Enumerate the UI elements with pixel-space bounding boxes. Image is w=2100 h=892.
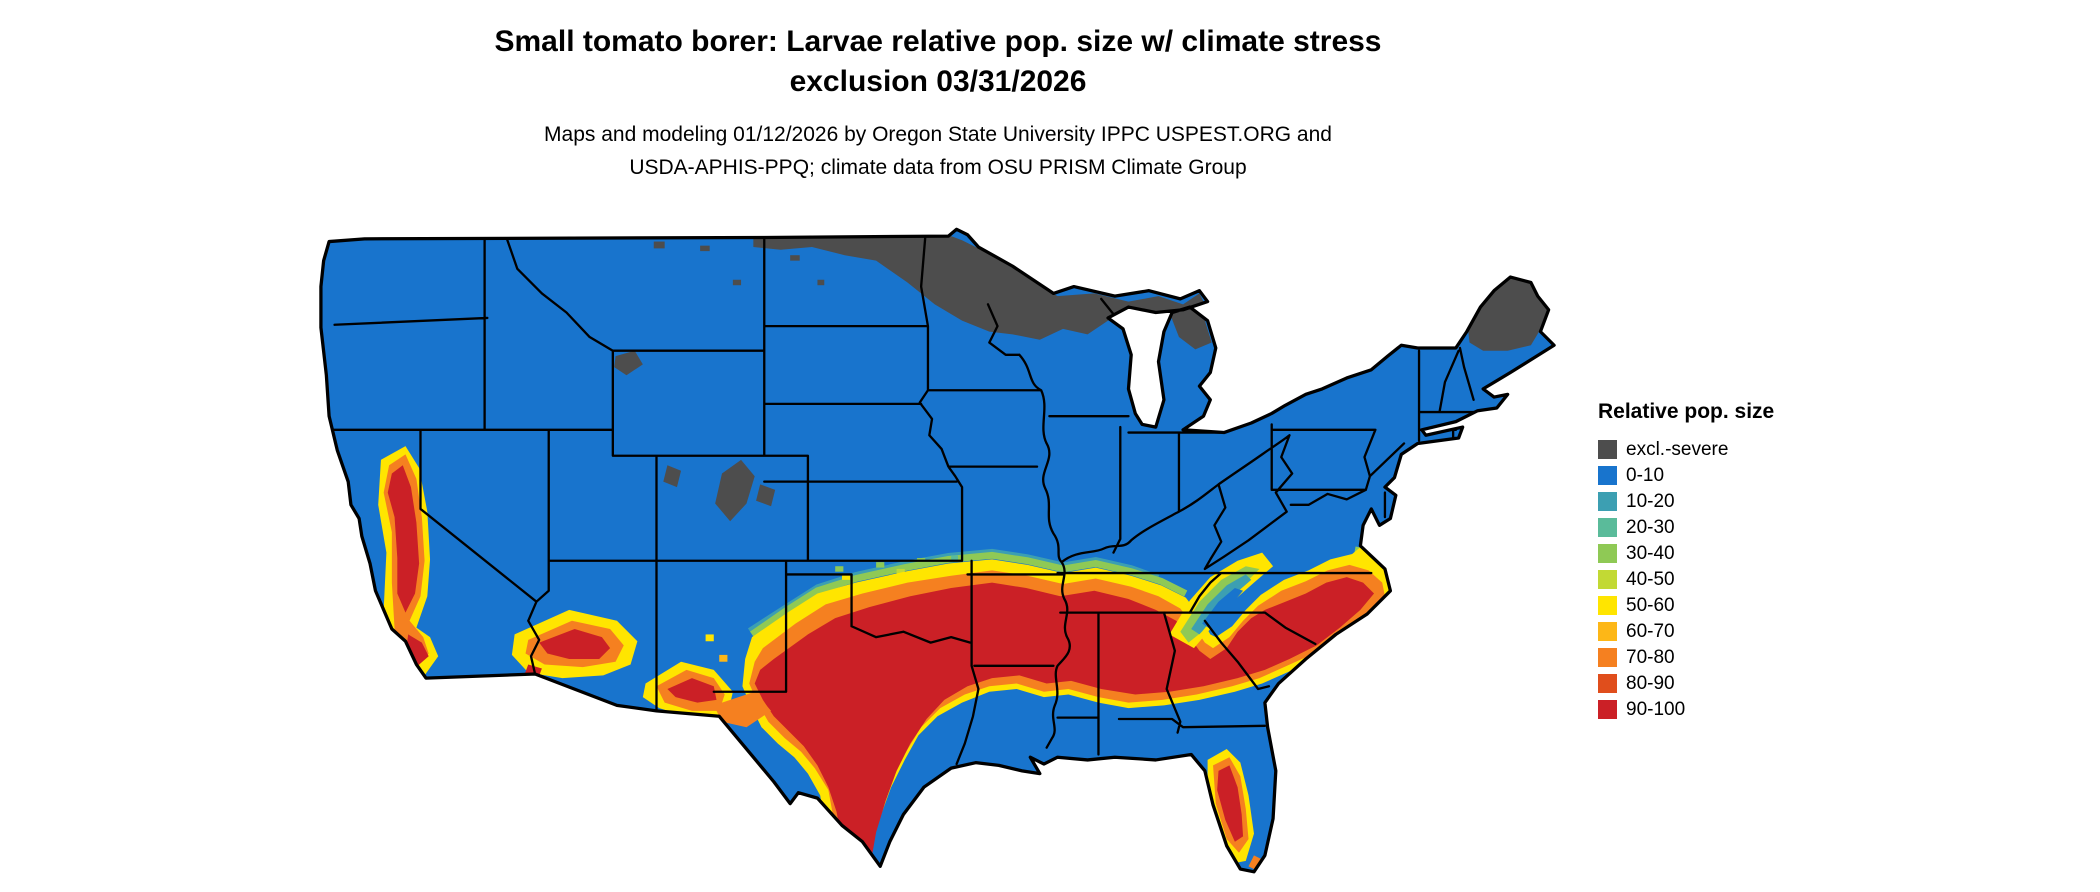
legend-swatch: [1598, 569, 1617, 589]
legend-swatch: [1598, 595, 1617, 615]
legend-label: excl.-severe: [1626, 438, 1729, 460]
legend-item: 30-40: [1598, 540, 1774, 566]
appalachian-cool-wedge: [1169, 552, 1274, 649]
legend-swatch: [1598, 465, 1617, 485]
map-title-line2: exclusion 03/31/2026: [789, 65, 1087, 98]
us-map-svg: [319, 227, 1556, 874]
legend-label: 50-60: [1626, 594, 1675, 616]
legend-item: 90-100: [1598, 696, 1774, 722]
legend-swatch: [1598, 491, 1617, 511]
legend-label: 10-20: [1626, 490, 1675, 512]
legend-swatch: [1598, 543, 1617, 563]
legend-item: 0-10: [1598, 462, 1774, 488]
legend-item: 10-20: [1598, 488, 1774, 514]
header: Small tomato borer: Larvae relative pop.…: [0, 22, 1876, 184]
legend-label: 70-80: [1626, 646, 1675, 668]
legend-swatch: [1598, 673, 1617, 693]
legend-item: 20-30: [1598, 514, 1774, 540]
map-subtitle: Maps and modeling 01/12/2026 by Oregon S…: [0, 118, 1876, 184]
legend-swatch: [1598, 621, 1617, 641]
map-title-line1: Small tomato borer: Larvae relative pop.…: [494, 25, 1382, 58]
legend-swatch: [1598, 647, 1617, 667]
arizona-new-mexico-hot-region: [511, 609, 772, 728]
legend-label: 20-30: [1626, 516, 1675, 538]
legend-label: 0-10: [1626, 464, 1665, 486]
legend-label: 60-70: [1626, 620, 1675, 642]
excl-severe-region: [614, 236, 1548, 522]
map-subtitle-line2: USDA-APHIS-PPQ; climate data from OSU PR…: [629, 156, 1247, 179]
legend-item: excl.-severe: [1598, 436, 1774, 462]
legend-item: 80-90: [1598, 670, 1774, 696]
band-90-100-region: [754, 577, 1375, 867]
state-borders: [327, 236, 1478, 766]
legend-label: 90-100: [1626, 698, 1686, 720]
legend-swatch: [1598, 517, 1617, 537]
map-fill-layers: [320, 229, 1555, 872]
us-map: [310, 225, 1565, 892]
california-hot-region: [378, 446, 439, 676]
legend-item: 60-70: [1598, 618, 1774, 644]
legend-label: 30-40: [1626, 542, 1675, 564]
legend-item: 50-60: [1598, 592, 1774, 618]
legend-item: 40-50: [1598, 566, 1774, 592]
legend-swatch: [1598, 439, 1617, 459]
legend-title: Relative pop. size: [1598, 400, 1775, 423]
legend-label: 80-90: [1626, 672, 1675, 694]
legend-items: excl.-severe 0-10 10-20 20-30 30-40 40-5…: [1598, 436, 1774, 722]
legend-item: 70-80: [1598, 644, 1774, 670]
map-subtitle-line1: Maps and modeling 01/12/2026 by Oregon S…: [544, 123, 1332, 146]
legend-swatch: [1598, 699, 1617, 719]
legend-label: 40-50: [1626, 568, 1675, 590]
legend: Relative pop. size excl.-severe 0-10 10-…: [1598, 400, 1774, 722]
